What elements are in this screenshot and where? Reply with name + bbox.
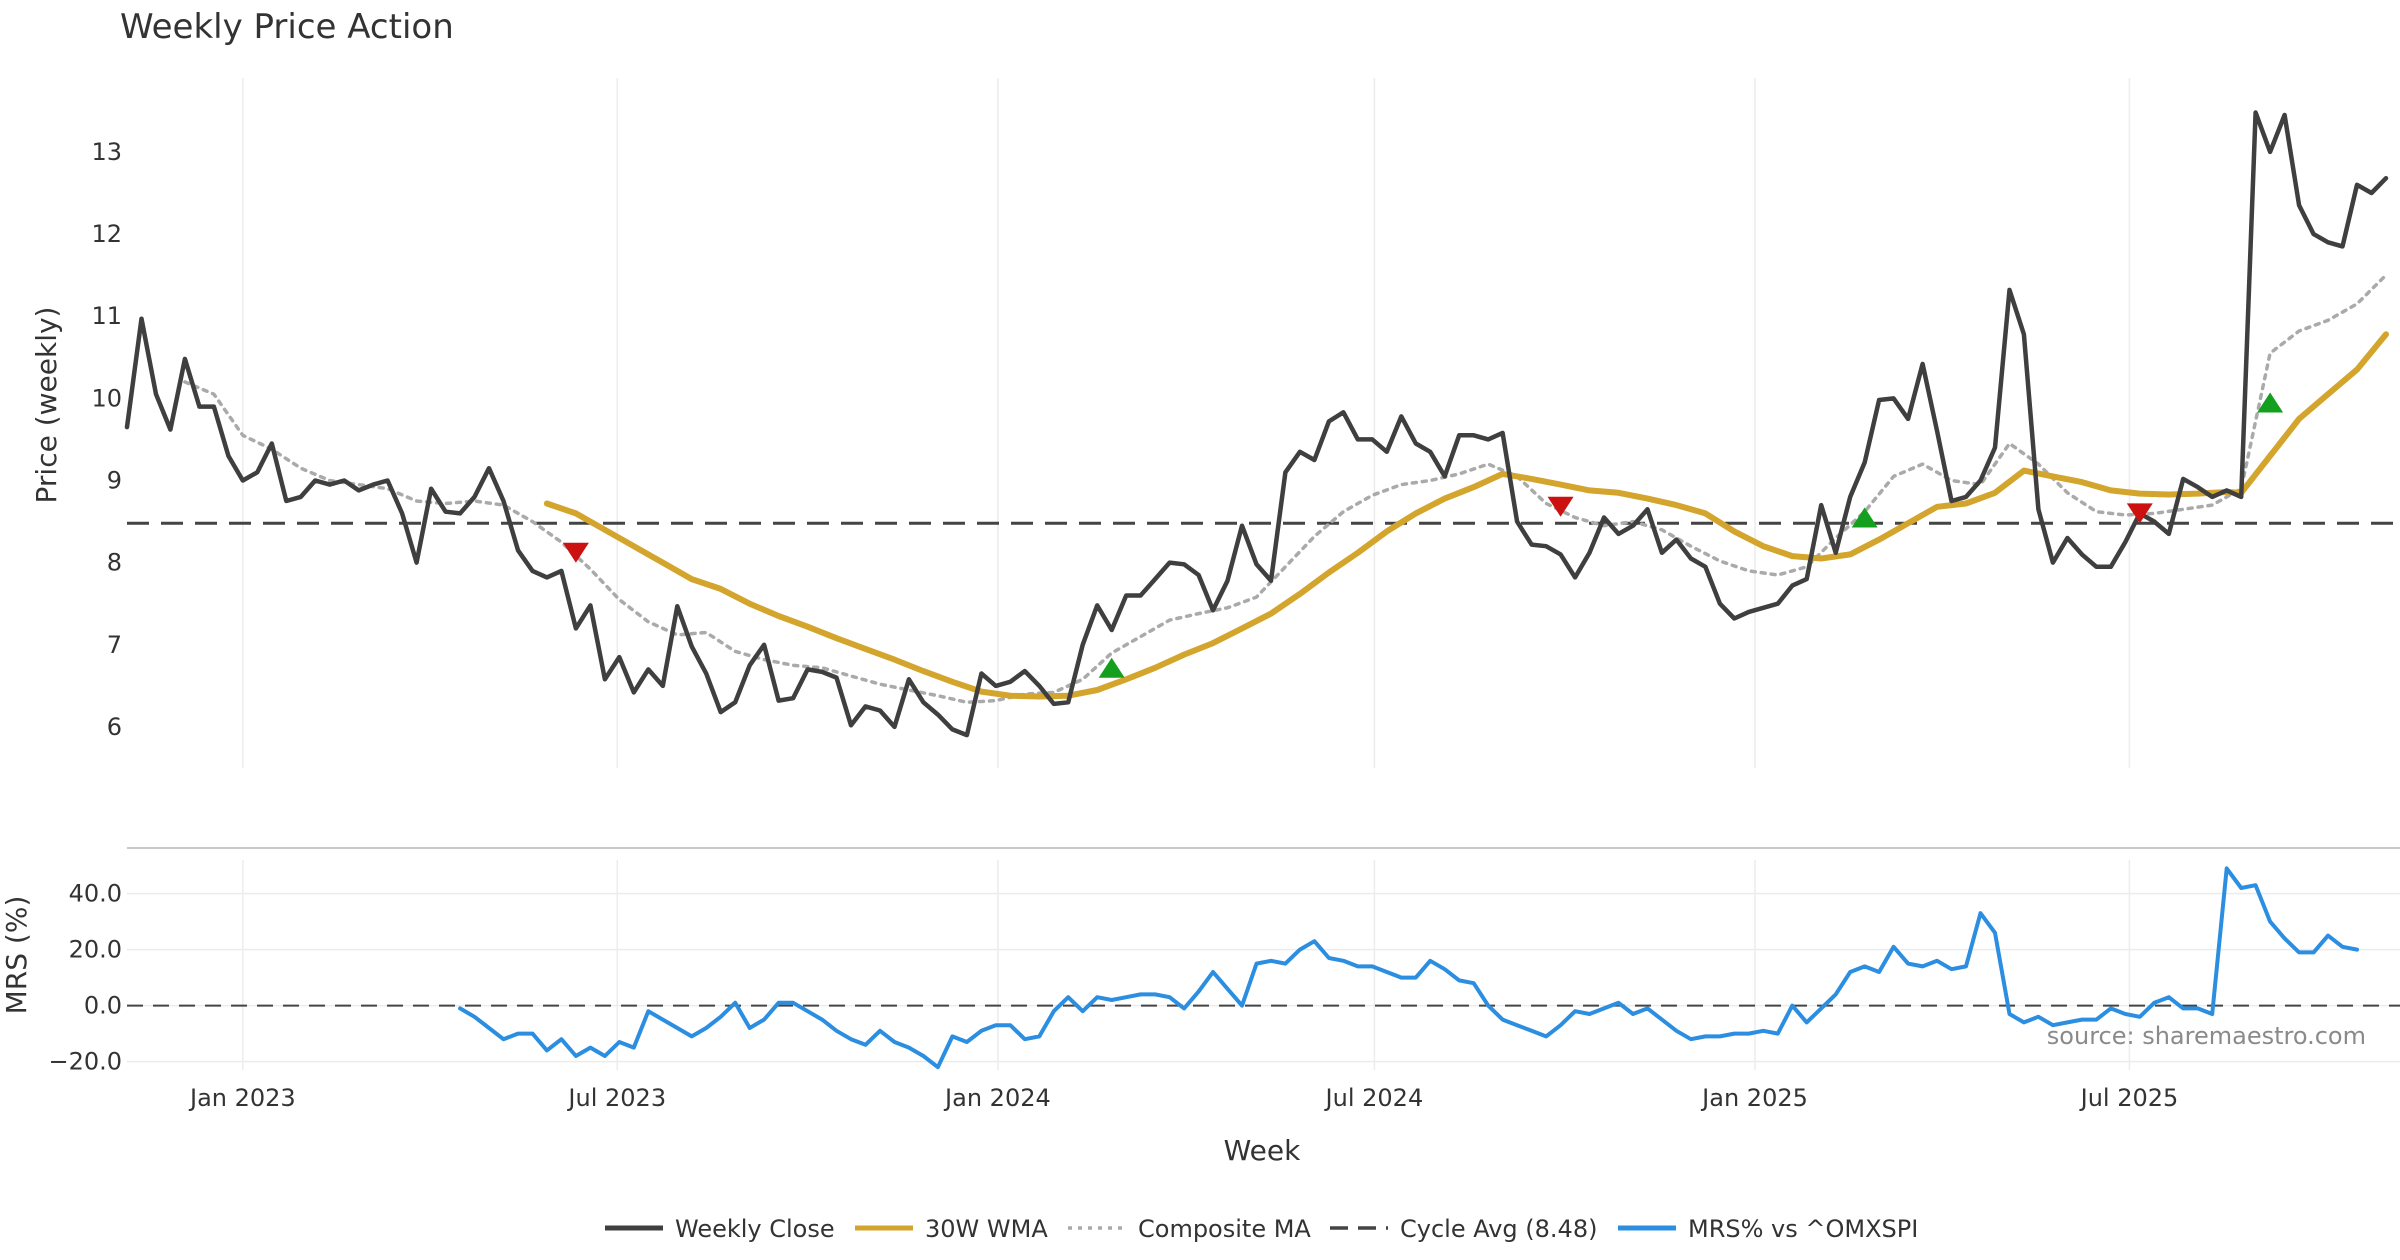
price-y-tick-label: 7: [107, 631, 122, 659]
signal-markers: [562, 392, 2284, 678]
x-axis-label: Week: [1224, 1134, 1301, 1167]
legend-item: 30W WMA: [855, 1215, 1048, 1243]
x-tick-label: Jan 2023: [188, 1084, 296, 1112]
legend: Weekly Close 30W WMA Composite MA Cycle Avg…: [605, 1215, 1918, 1243]
sell-signal-marker: [562, 542, 589, 563]
mrs-y-tick-label: 0.0: [84, 992, 122, 1020]
chart-title: Weekly Price Action: [120, 7, 454, 47]
x-ticks: Jan 2023 Jul 2023 Jan 2024 Jul 2024 Jan 2025…: [188, 1084, 2178, 1112]
legend-label: MRS% vs ^OMXSPI: [1688, 1215, 1918, 1243]
mrs-y-tick-label: 40.0: [69, 880, 122, 908]
buy-signal-marker: [2257, 392, 2284, 413]
price-y-tick-label: 11: [91, 302, 122, 330]
buy-signal-marker: [1851, 507, 1878, 528]
series-layer: [124, 110, 2389, 1070]
price-y-tick-label: 10: [91, 384, 122, 412]
legend-label: Cycle Avg (8.48): [1400, 1215, 1597, 1243]
source-note: source: sharemaestro.com: [2047, 1022, 2366, 1050]
wma-30w-line: [543, 331, 2389, 700]
mrs-y-tick-label: 20.0: [69, 936, 122, 964]
price-y-axis-label: Price (weekly): [30, 307, 63, 504]
weekly-close-line: [124, 110, 2389, 738]
mrs-y-axis-label: MRS (%): [0, 896, 33, 1015]
price-y-tick-label: 13: [91, 138, 122, 166]
sell-signal-marker: [2126, 503, 2153, 524]
x-tick-label: Jul 2024: [1324, 1084, 1424, 1112]
composite-ma-line: [183, 273, 2388, 705]
mrs-y-tick-label: −20.0: [48, 1048, 122, 1076]
x-tick-label: Jul 2023: [566, 1084, 666, 1112]
mrs-line: [458, 866, 2359, 1070]
x-tick-label: Jan 2025: [1700, 1084, 1808, 1112]
legend-item: Cycle Avg (8.48): [1330, 1215, 1597, 1243]
legend-item: MRS% vs ^OMXSPI: [1618, 1215, 1918, 1243]
x-tick-label: Jan 2024: [943, 1084, 1051, 1112]
price-y-tick-label: 9: [107, 467, 122, 495]
price-y-tick-label: 6: [107, 713, 122, 741]
price-gridlines: [242, 78, 2131, 768]
legend-label: Weekly Close: [675, 1215, 835, 1243]
price-y-ticks: 6 7 8 9 10 11 12 13: [91, 138, 122, 741]
legend-item: Composite MA: [1068, 1215, 1311, 1243]
legend-label: 30W WMA: [925, 1215, 1048, 1243]
buy-signal-marker: [1098, 657, 1125, 678]
price-y-tick-label: 8: [107, 549, 122, 577]
price-y-tick-label: 12: [91, 220, 122, 248]
sell-signal-marker: [1547, 496, 1574, 517]
legend-item: Weekly Close: [605, 1215, 835, 1243]
mrs-y-ticks: −20.0 0.0 20.0 40.0: [48, 880, 122, 1076]
x-tick-label: Jul 2025: [2079, 1084, 2179, 1112]
legend-label: Composite MA: [1138, 1215, 1311, 1243]
